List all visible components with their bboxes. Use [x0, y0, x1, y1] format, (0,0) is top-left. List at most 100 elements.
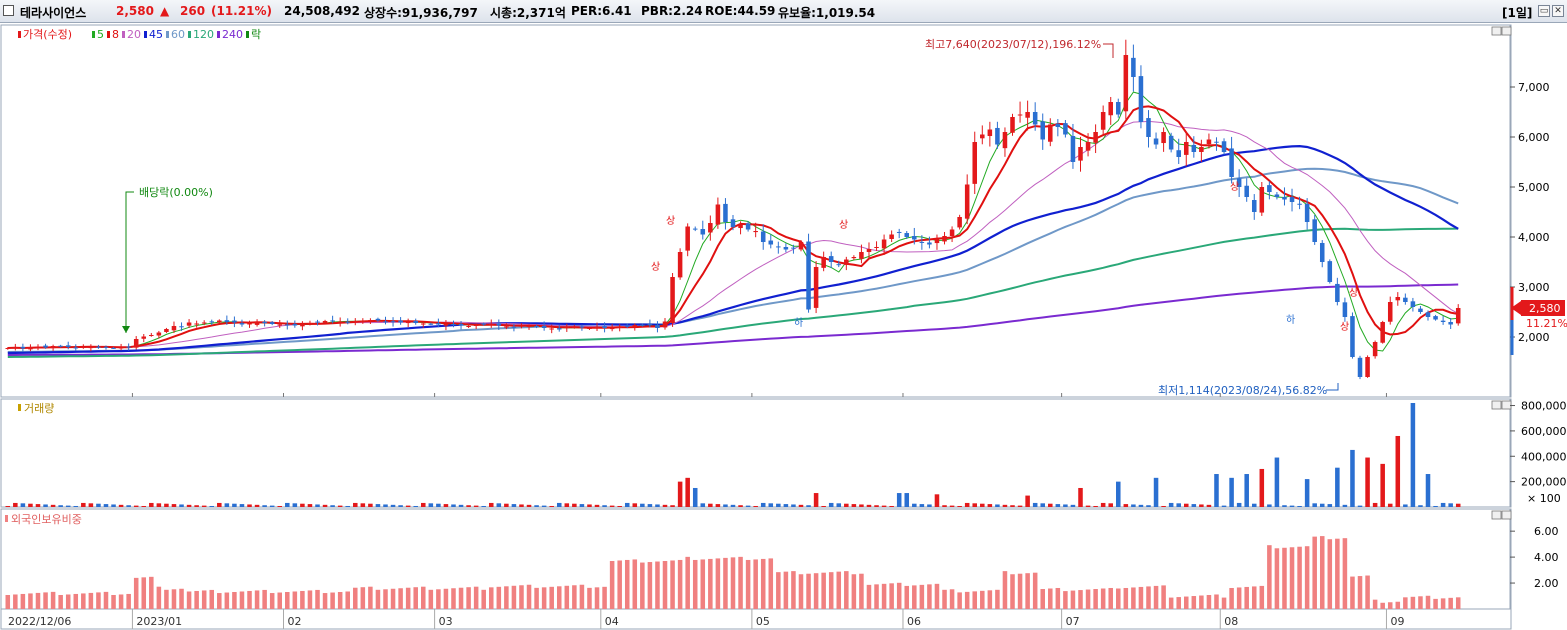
volume-bar [1395, 435, 1401, 507]
foreign-ratio-bar [1153, 585, 1159, 609]
volume-bar [934, 494, 940, 507]
volume-bar [149, 502, 154, 507]
foreign-ratio-bar [995, 589, 1000, 609]
legend-swatch [144, 31, 147, 38]
foreign-ratio-bar [111, 594, 116, 609]
volume-bar [262, 505, 267, 507]
candle-body [224, 320, 230, 322]
foreign-ratio-bar [1418, 596, 1423, 609]
x-axis-label: 04 [605, 615, 619, 628]
candle-body [1395, 297, 1401, 301]
candle-body [987, 129, 993, 137]
foreign-ratio-bar [1433, 598, 1438, 609]
stock-name[interactable]: 테라사이언스 [20, 6, 87, 20]
foreign-ratio-bar [224, 592, 230, 609]
candle-body [217, 320, 222, 323]
candle-body [149, 335, 154, 336]
candle-body [81, 347, 86, 348]
foreign-ratio-bar [919, 584, 925, 609]
foreign-ratio-bar [1138, 586, 1144, 609]
volume-bar [171, 504, 177, 507]
min-window-icon[interactable]: ▭ [1538, 5, 1550, 17]
candle-body [881, 239, 887, 249]
period-selector[interactable]: [1일] [1502, 6, 1533, 20]
volume-bar [821, 505, 826, 507]
volume-bar [670, 505, 675, 507]
foreign-ratio-bar [670, 560, 675, 609]
volume-bar [1274, 457, 1280, 507]
ma45-line [7, 144, 1459, 355]
candle-body [526, 326, 532, 327]
candle-body [360, 320, 366, 323]
foreign-ratio-bar [13, 594, 18, 609]
title-bar: 테라사이언스 2,580 ▲ 260 (11.21%) 24,508,492 상… [0, 0, 1567, 23]
volume-bar [1304, 479, 1310, 507]
volume-bar [28, 503, 33, 507]
volume-bar [692, 487, 698, 507]
foreign-ratio-bar [1304, 546, 1310, 609]
volume-bar [964, 502, 970, 507]
candle-body [398, 320, 403, 323]
volume-panel-restore-icon [1491, 400, 1502, 410]
volume-bar [481, 505, 486, 507]
volume-bar [594, 504, 600, 507]
volume-bar [58, 505, 63, 507]
foreign-ratio-bar [451, 588, 456, 609]
select-checkbox[interactable] [3, 5, 14, 16]
foreign-ratio-bar [738, 556, 743, 609]
foreign-ratio-bar [277, 592, 283, 609]
close-icon[interactable]: ✕ [1552, 5, 1564, 17]
volume-bar [186, 504, 192, 507]
foreign-ratio-bar [473, 586, 479, 609]
candle-body [73, 347, 79, 349]
candle-body [692, 228, 698, 230]
candle-body [1380, 322, 1385, 343]
foreign-ratio-bar [1350, 576, 1355, 609]
price-legend-item: 락 [251, 28, 261, 41]
volume-bar [1153, 477, 1159, 507]
foreign-ratio-bar [201, 590, 207, 609]
candle-body [35, 346, 41, 348]
volume-bar [1319, 503, 1325, 507]
foreign-ratio-bar [889, 583, 894, 609]
x-axis-label: 2022/12/06 [8, 615, 71, 628]
volume-bar [1297, 505, 1302, 507]
volume-bar [473, 505, 479, 507]
candle-body [844, 259, 849, 265]
volume-bar [1267, 504, 1272, 507]
legend-swatch [18, 31, 21, 38]
volume-bar [904, 493, 910, 507]
volume-bar [655, 504, 660, 507]
foreign-ratio-bar [1319, 536, 1325, 609]
foreign-ratio-bar [375, 589, 381, 609]
foreign-panel-restore-icon [1491, 510, 1502, 520]
price-change-pct: (11.21%) [211, 4, 272, 18]
foreign-ratio-bar [1289, 547, 1295, 609]
volume-bar [428, 503, 434, 507]
price-panel [0, 24, 1512, 398]
volume-bar [337, 505, 343, 507]
volume-tick-label: 600,000 [1521, 425, 1567, 438]
foreign-ratio-bar [164, 589, 169, 609]
foreign-ratio-bar [1244, 586, 1249, 609]
volume-bar [307, 504, 313, 507]
last-price-tag [1521, 300, 1565, 316]
foreign-ratio-bar [1010, 574, 1015, 609]
volume-bar [405, 505, 411, 507]
stock-chart: 2,000 3,000 4,000 5,000 6,000 7,000 최고7,640(20… [0, 24, 1567, 630]
foreign-ratio-bar [81, 593, 86, 609]
volume-bar [111, 504, 116, 507]
volume-bar [851, 504, 857, 507]
candle-body [715, 204, 721, 225]
volume-bar [413, 505, 418, 507]
candle-body [927, 242, 932, 245]
candle-body [556, 328, 562, 330]
volume-tick-label: 800,000 [1521, 400, 1567, 413]
volume-bar [1032, 502, 1038, 507]
volume-bar [285, 502, 290, 507]
foreign-ratio-bar [1259, 585, 1265, 609]
volume-tick-label: 200,000 [1521, 476, 1567, 489]
volume-bar [1010, 505, 1015, 507]
volume-bar [239, 504, 245, 507]
volume-bar [541, 505, 547, 507]
